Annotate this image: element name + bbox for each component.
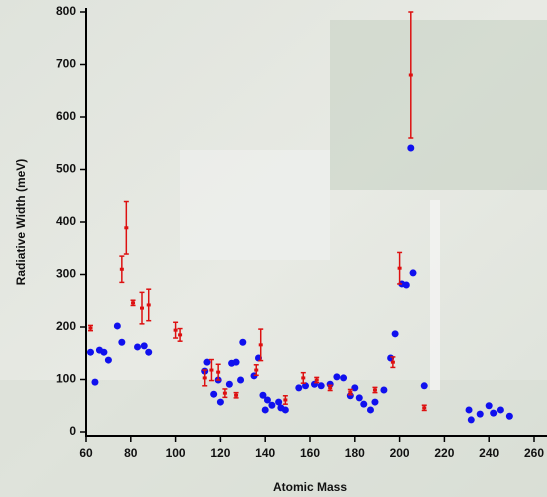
- error-bar-part: [124, 226, 128, 229]
- point: [380, 387, 387, 394]
- photo-building: [180, 150, 330, 260]
- point: [466, 406, 473, 413]
- point: [360, 401, 367, 408]
- x-tick-label: 260: [524, 446, 544, 460]
- point: [392, 330, 399, 337]
- point: [91, 379, 98, 386]
- point: [468, 416, 475, 423]
- x-tick-label: 140: [255, 446, 275, 460]
- y-tick-label: 600: [56, 109, 76, 123]
- y-tick-label: 700: [56, 57, 76, 71]
- x-tick-label: 100: [166, 446, 186, 460]
- point: [410, 269, 417, 276]
- x-tick-label: 120: [210, 446, 230, 460]
- x-tick-label: 160: [300, 446, 320, 460]
- point: [351, 384, 358, 391]
- point: [145, 349, 152, 356]
- point: [340, 374, 347, 381]
- error-bar-part: [398, 267, 402, 270]
- point: [403, 282, 410, 289]
- error-bar-part: [140, 307, 144, 310]
- error-bar-part: [88, 327, 92, 330]
- x-tick-label: 240: [479, 446, 499, 460]
- x-tick-label: 180: [345, 446, 365, 460]
- error-bar-part: [391, 361, 395, 364]
- y-tick-label: 500: [56, 162, 76, 176]
- point: [490, 410, 497, 417]
- point: [268, 402, 275, 409]
- point: [210, 391, 217, 398]
- y-tick-label: 400: [56, 214, 76, 228]
- error-bar-part: [348, 391, 352, 394]
- point: [134, 343, 141, 350]
- point: [141, 342, 148, 349]
- x-tick-label: 220: [434, 446, 454, 460]
- y-tick-label: 100: [56, 372, 76, 386]
- y-tick-label: 0: [69, 424, 76, 438]
- error-bar-part: [422, 406, 426, 409]
- error-bar-part: [373, 389, 377, 392]
- point: [333, 373, 340, 380]
- error-bar-part: [178, 333, 182, 336]
- point: [100, 349, 107, 356]
- point: [506, 413, 513, 420]
- error-bar-part: [203, 376, 207, 379]
- error-bar-part: [223, 392, 227, 395]
- point: [239, 339, 246, 346]
- point: [497, 406, 504, 413]
- error-bar-part: [283, 398, 287, 401]
- y-tick-label: 200: [56, 319, 76, 333]
- point: [282, 406, 289, 413]
- photo-stack: [430, 200, 440, 390]
- error-bar-part: [174, 329, 178, 332]
- point: [105, 357, 112, 364]
- error-bar-part: [259, 343, 263, 346]
- point: [237, 377, 244, 384]
- point: [226, 381, 233, 388]
- point: [262, 406, 269, 413]
- point: [371, 399, 378, 406]
- x-tick-label: 200: [390, 446, 410, 460]
- photo-forest: [330, 20, 547, 190]
- chart: Atomic Mass Radiative Width (meV) 0 100 20…: [0, 0, 547, 497]
- error-bar-part: [315, 379, 319, 382]
- point: [356, 394, 363, 401]
- point: [486, 402, 493, 409]
- x-tick-label: 80: [124, 446, 138, 460]
- point: [87, 349, 94, 356]
- point: [295, 384, 302, 391]
- error-bar-part: [147, 303, 151, 306]
- y-tick-label: 800: [56, 4, 76, 18]
- error-bar-part: [301, 376, 305, 379]
- x-axis-title: Atomic Mass: [273, 480, 347, 494]
- point: [407, 144, 414, 151]
- error-bar-part: [254, 369, 258, 372]
- y-tick-label: 300: [56, 267, 76, 281]
- y-axis-title: Radiative Width (meV): [14, 159, 28, 286]
- error-bar-part: [234, 394, 238, 397]
- point: [217, 399, 224, 406]
- error-bar-part: [131, 301, 135, 304]
- x-tick-label: 60: [79, 446, 93, 460]
- error-bar-part: [328, 386, 332, 389]
- page: {"chart_data": {"type": "scatter", "xlab…: [0, 0, 547, 497]
- point: [477, 411, 484, 418]
- error-bar-part: [120, 268, 124, 271]
- error-bar-part: [409, 74, 413, 77]
- point: [114, 322, 121, 329]
- error-bar-part: [216, 371, 220, 374]
- point: [421, 382, 428, 389]
- error-bar-part: [209, 369, 213, 372]
- point: [233, 359, 240, 366]
- point: [367, 406, 374, 413]
- point: [118, 339, 125, 346]
